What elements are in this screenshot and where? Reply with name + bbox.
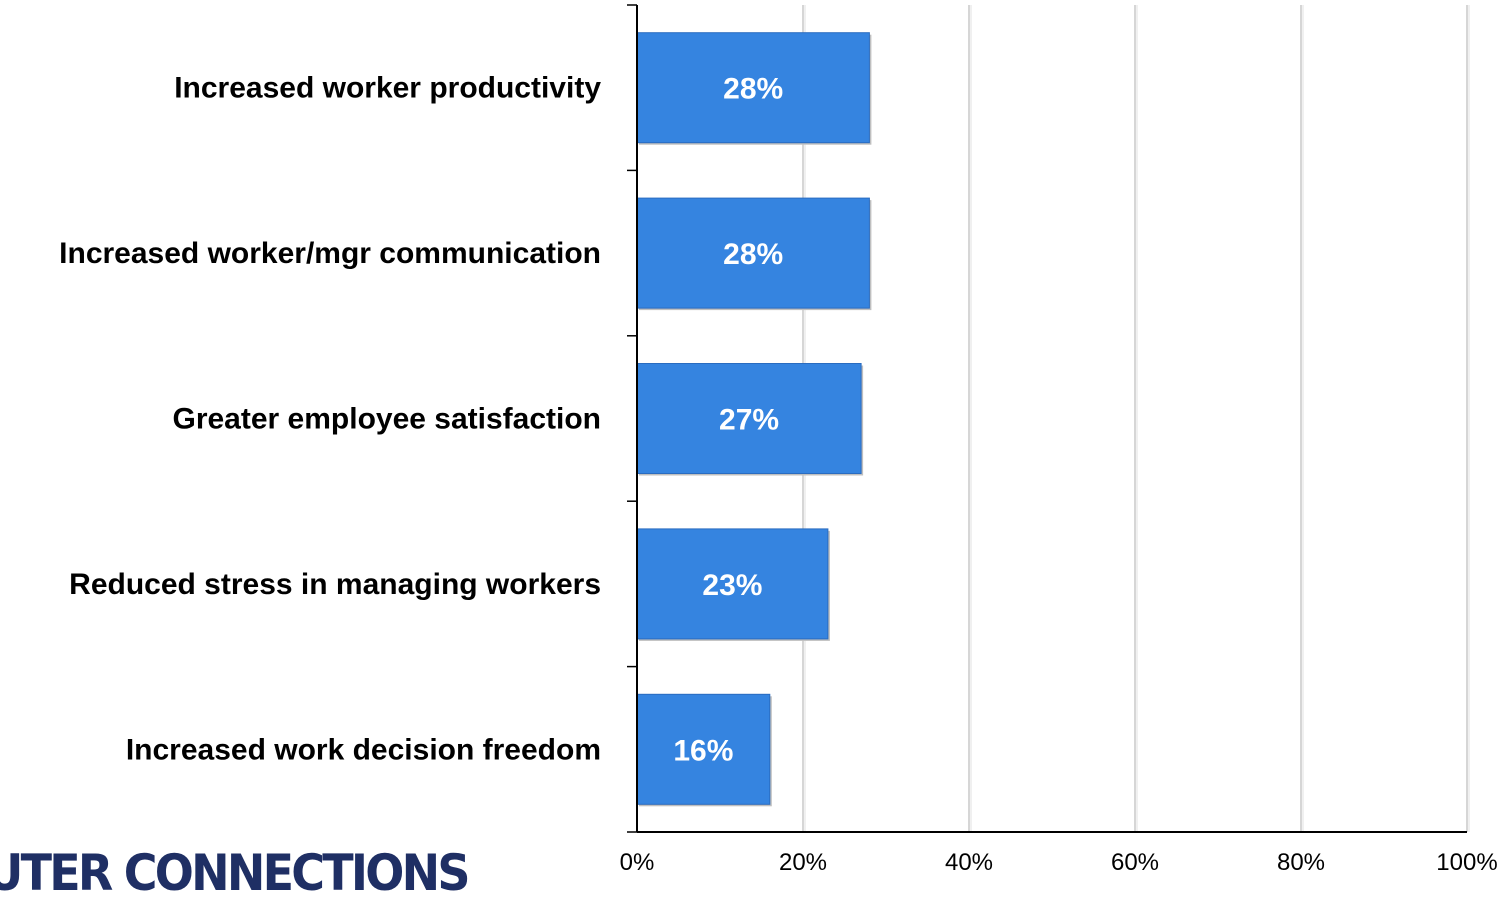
axes <box>627 4 1467 833</box>
category-label: Increased worker productivity <box>174 72 601 105</box>
bar <box>636 363 862 474</box>
bar <box>636 32 870 144</box>
category-label: Reduced stress in managing workers <box>69 568 601 601</box>
category-label: Increased worker/mgr communication <box>59 237 601 270</box>
category-label: Increased work decision freedom <box>126 733 601 766</box>
x-tick-label: 60% <box>1111 849 1159 876</box>
bar <box>636 528 829 640</box>
bar-value-label: 27% <box>719 404 779 437</box>
category-labels: Increased worker productivity Increased w… <box>59 72 601 767</box>
x-tick-label: 0% <box>620 849 655 876</box>
logo: UTER CONNECTIONS <box>0 844 470 902</box>
x-tick-label: 20% <box>779 849 827 876</box>
grid-lines <box>802 5 1470 832</box>
bar-value-label: 28% <box>723 73 783 106</box>
bar-value-label: 16% <box>673 734 733 767</box>
x-tick-label: 80% <box>1277 849 1325 876</box>
bar <box>636 197 870 309</box>
bar <box>636 693 771 805</box>
x-tick-labels: 0% 20% 40% 60% 80% 100% <box>620 849 1498 876</box>
x-tick-label: 40% <box>945 849 993 876</box>
bars: 28% 28% 27% 23% 16% <box>636 32 872 807</box>
x-tick-label: 100% <box>1436 849 1497 876</box>
category-label: Greater employee satisfaction <box>172 403 601 436</box>
bar-value-label: 28% <box>723 238 783 271</box>
bar-value-label: 23% <box>702 569 762 602</box>
